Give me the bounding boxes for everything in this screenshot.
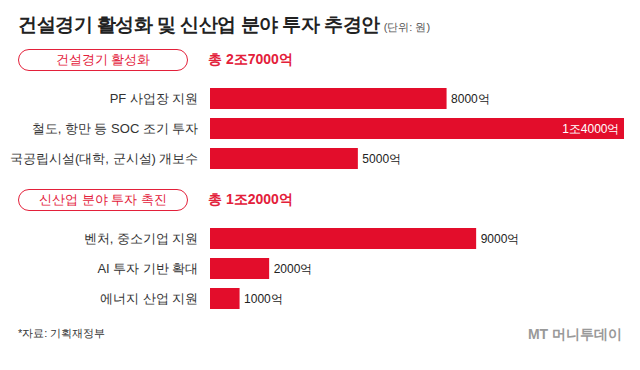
svg-text:2000억: 2000억 xyxy=(274,262,313,276)
svg-text:1000억: 1000억 xyxy=(244,292,283,306)
html-text:*자료: 기획재정부: *자료: 기획재정부 xyxy=(18,327,106,339)
svg-text:철도, 항만 등 SOC 조기 투자: 철도, 항만 등 SOC 조기 투자 xyxy=(32,121,199,136)
html-text:건설경기 활성화 및 신산업 분야 투자 추경안 (단위:: 건설경기 활성화 및 신산업 분야 투자 추경안 (단위: 원) xyxy=(18,14,431,35)
svg-text:PF 사업장 지원: PF 사업장 지원 xyxy=(110,91,199,106)
svg-text:9000억: 9000억 xyxy=(481,232,520,246)
svg-text:AI 투자 기반 확대: AI 투자 기반 확대 xyxy=(97,261,198,276)
html-text:신산업 분야 투자 촉진: 신산업 분야 투자 촉진 xyxy=(39,192,167,207)
html-text:건설경기 활성화: 건설경기 활성화 xyxy=(55,52,151,67)
svg-text:에너지 산업 지원: 에너지 산업 지원 xyxy=(100,291,198,306)
svg-text:1조4000억: 1조4000억 xyxy=(562,122,619,136)
svg-text:5000억: 5000억 xyxy=(362,152,401,166)
svg-text:국공립시설(대학, 군시설) 개보수: 국공립시설(대학, 군시설) 개보수 xyxy=(10,151,199,166)
html-text:MT 머니투데이: MT 머니투데이 xyxy=(527,326,622,342)
html-text:총 1조2000억: 총 1조2000억 xyxy=(208,191,293,207)
html-text:총 2조7000억: 총 2조7000억 xyxy=(208,51,293,67)
svg-text:벤처, 중소기업 지원: 벤처, 중소기업 지원 xyxy=(84,231,199,246)
svg-text:8000억: 8000억 xyxy=(451,92,490,106)
